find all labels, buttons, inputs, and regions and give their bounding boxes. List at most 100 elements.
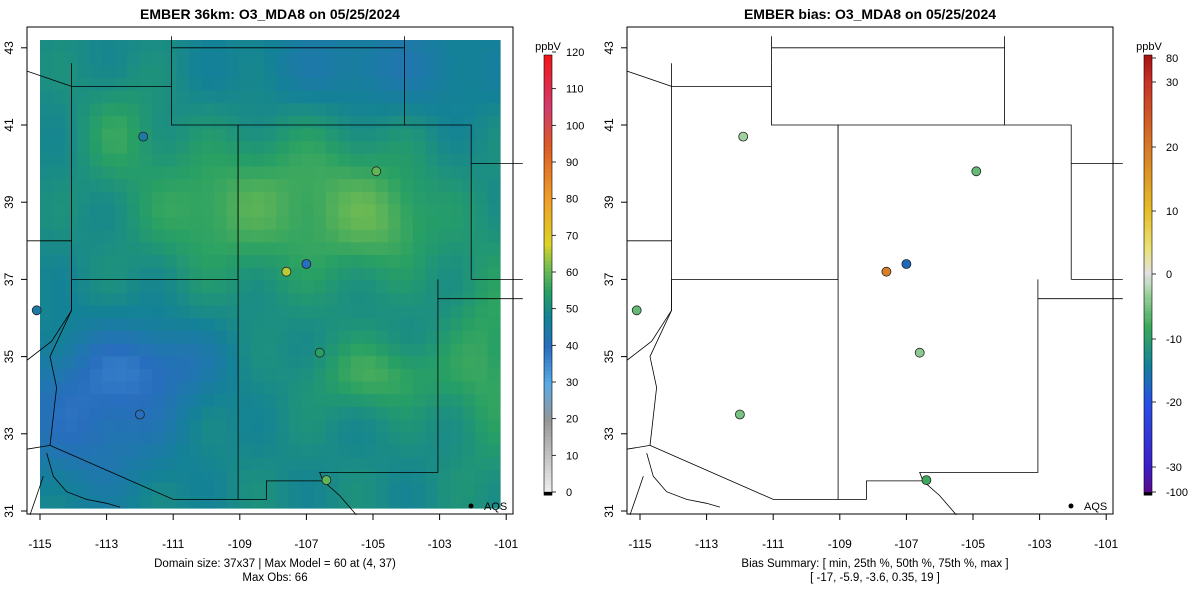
grid-cell: [425, 394, 439, 408]
grid-cell: [40, 65, 54, 79]
grid-cell: [325, 381, 339, 395]
grid-cell: [412, 90, 426, 104]
grid-cell: [325, 292, 339, 307]
aqs-stations: [631, 131, 982, 486]
grid-cell: [114, 77, 128, 92]
grid-cell: [251, 305, 265, 319]
bias-panel: EMBER bias: O3_MDA8 on 05/25/2024 -115 -1…: [600, 0, 1200, 600]
grid-cell: [462, 457, 476, 471]
grid-cell: [226, 368, 240, 383]
colorbar-segment: [544, 348, 552, 353]
colorbar-segment: [1144, 319, 1152, 323]
grid-cell: [151, 255, 165, 269]
boundary-line: [26, 445, 51, 450]
grid-cell: [189, 65, 203, 79]
grid-cell: [127, 90, 141, 104]
grid-cell: [89, 267, 103, 281]
bias-map-title: EMBER bias: O3_MDA8 on 05/25/2024: [743, 6, 997, 22]
grid-cell: [263, 280, 277, 294]
grid-cell: [189, 444, 203, 459]
grid-cell: [139, 343, 153, 357]
colorbar-segment: [1144, 258, 1152, 262]
grid-cell: [164, 292, 178, 307]
grid-cell: [276, 153, 290, 168]
grid-cell: [450, 141, 464, 155]
grid-cell: [164, 495, 178, 509]
grid-cell: [52, 305, 66, 319]
grid-cell: [350, 495, 364, 509]
colorbar-segment: [1144, 327, 1152, 331]
grid-cell: [214, 432, 228, 446]
grid-cell: [487, 280, 501, 294]
grid-cell: [77, 406, 91, 421]
grid-cell: [437, 103, 451, 117]
grid-cell: [475, 128, 489, 142]
grid-cell: [288, 470, 302, 484]
grid-cell: [425, 368, 439, 383]
bias-background: [627, 27, 1113, 514]
colorbar-segment: [1144, 220, 1152, 224]
grid-cell: [251, 292, 265, 307]
grid-cell: [338, 153, 352, 168]
grid-cell: [462, 280, 476, 294]
grid-cell: [325, 153, 339, 168]
colorbar-segment: [1144, 343, 1152, 347]
grid-cell: [114, 444, 128, 459]
colorbar-segment: [1144, 154, 1152, 158]
grid-cell: [238, 356, 252, 370]
grid-cell: [201, 280, 215, 294]
grid-cell: [363, 432, 377, 446]
grid-cell: [263, 166, 277, 180]
grid-cell: [350, 65, 364, 79]
grid-cell: [301, 103, 315, 117]
grid-cell: [450, 115, 464, 130]
grid-cell: [375, 65, 389, 79]
colorbar-segment: [1144, 420, 1152, 424]
grid-cell: [214, 65, 228, 79]
grid-cell: [425, 330, 439, 345]
grid-cell: [164, 267, 178, 281]
colorbar-segment: [1144, 82, 1152, 86]
grid-cell: [251, 280, 265, 294]
grid-cell: [388, 444, 402, 459]
grid-cell: [89, 381, 103, 395]
grid-cell: [288, 495, 302, 509]
grid-cell: [375, 255, 389, 269]
grid-cell: [276, 305, 290, 319]
grid-cell: [176, 495, 190, 509]
grid-cell: [263, 267, 277, 281]
grid-cell: [276, 166, 290, 180]
grid-cell: [226, 482, 240, 496]
grid-cell: [400, 153, 414, 168]
grid-cell: [350, 255, 364, 269]
grid-cell: [89, 242, 103, 256]
grid-cell: [437, 482, 451, 496]
grid-cell: [301, 191, 315, 206]
boundary-line: [626, 279, 672, 361]
colorbar-segment: [1144, 387, 1152, 391]
grid-cell: [251, 406, 265, 421]
grid-cell: [263, 77, 277, 92]
grid-cell: [89, 77, 103, 92]
grid-cell: [52, 166, 66, 180]
grid-cell: [450, 444, 464, 459]
grid-cell: [412, 255, 426, 269]
grid-cell: [127, 115, 141, 130]
grid-cell: [437, 52, 451, 66]
grid-cell: [52, 432, 66, 446]
grid-cell: [214, 229, 228, 243]
grid-cell: [201, 52, 215, 66]
grid-cell: [77, 128, 91, 142]
colorbar-segment: [544, 66, 552, 71]
grid-cell: [176, 115, 190, 130]
colorbar-segment: [1144, 349, 1152, 353]
grid-cell: [475, 217, 489, 231]
grid-cell: [189, 166, 203, 180]
grid-cell: [288, 255, 302, 269]
colorbar-segment: [544, 458, 552, 463]
grid-cell: [114, 115, 128, 130]
grid-cell: [375, 229, 389, 243]
grid-cell: [114, 457, 128, 471]
colorbar-segment: [1144, 225, 1152, 229]
grid-cell: [301, 267, 315, 281]
